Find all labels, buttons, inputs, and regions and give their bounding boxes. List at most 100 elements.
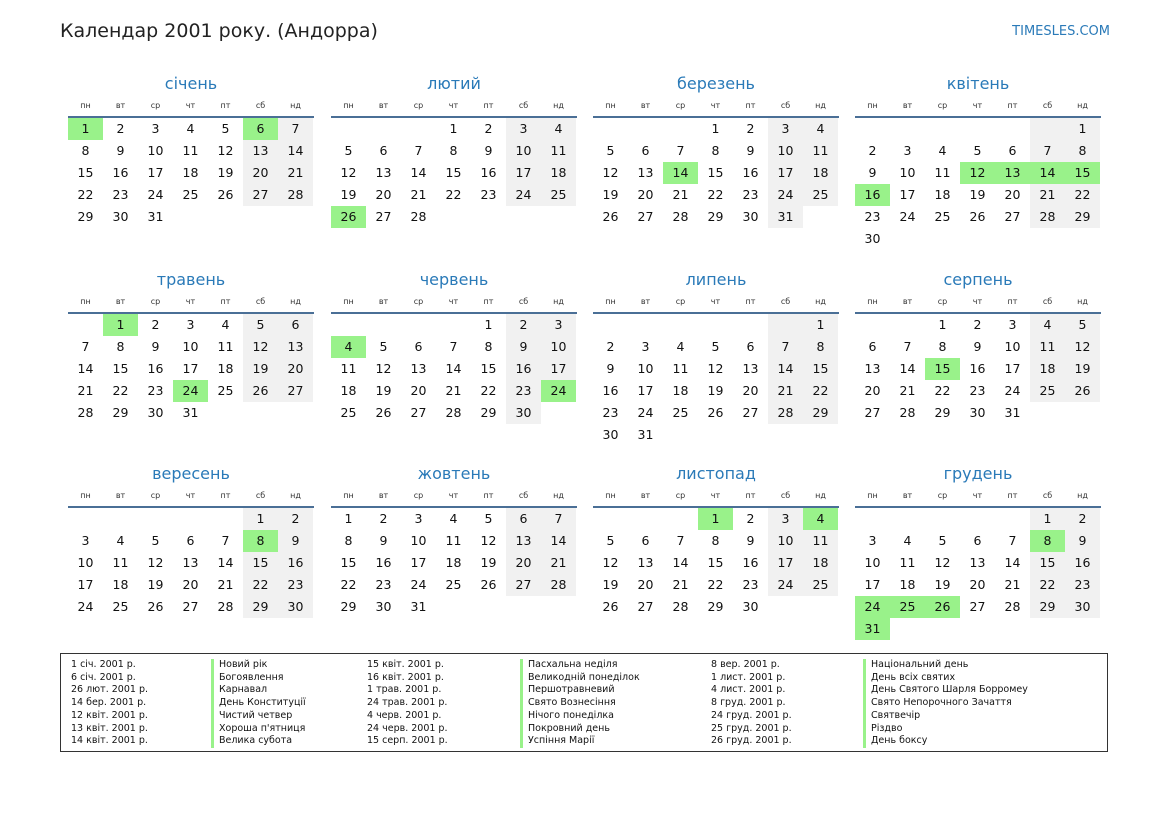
month-1: січень пн вт ср чт пт сб нд 1 2 3 4 5 6 7 8 9 10 11 12 13 14 1…: [68, 74, 314, 228]
month-name: липень: [685, 270, 747, 289]
legend-date: 24 черв. 2001 р.: [367, 722, 448, 734]
empty-cell: [925, 118, 960, 140]
weekday-label: нд: [290, 297, 301, 306]
legend-date: 4 лист. 2001 р.: [711, 684, 786, 696]
day-cell: 31: [182, 405, 199, 420]
week-row: 26 27 28 29 30: [593, 596, 839, 618]
day-cell: 19: [1065, 358, 1100, 380]
day-cell: 14: [1004, 555, 1021, 570]
day-cell: 4: [803, 508, 838, 530]
week-row: 16 17 18 19 20 21 22: [855, 184, 1101, 206]
day-cell: 12: [340, 165, 357, 180]
legend-holiday-name: Пасхальна неділя: [520, 659, 640, 672]
day-cell: 23: [147, 383, 164, 398]
day-cell: 22: [1030, 574, 1065, 596]
week-row: 19 20 21 22 23 24 25: [593, 184, 839, 206]
empty-cell: [890, 618, 925, 640]
empty-cell: [506, 206, 541, 228]
weekday-label: пн: [343, 101, 354, 110]
day-cell: 25: [1030, 380, 1065, 402]
weekday-label: чт: [448, 297, 459, 306]
legend-dates-col-3: 8 вер. 2001 р. 1 лист. 2001 р. 4 лист. 200…: [711, 659, 792, 748]
day-cell: 17: [768, 552, 803, 574]
day-cell: 14: [899, 361, 916, 376]
day-cell: 24: [899, 209, 916, 224]
weekday-label: сб: [780, 491, 791, 500]
day-cell: 16: [602, 383, 619, 398]
day-cell: 22: [480, 383, 497, 398]
day-cell: 1: [711, 121, 720, 136]
day-cell: 19: [217, 165, 234, 180]
empty-cell: [593, 118, 628, 140]
day-cell: 26: [925, 596, 960, 618]
day-cell: 10: [147, 143, 164, 158]
day-cell: 1: [344, 511, 353, 526]
weekday-label: ср: [675, 101, 686, 110]
day-cell: 13: [182, 555, 199, 570]
legend-date: 15 квіт. 2001 р.: [367, 659, 444, 670]
day-cell: 13: [506, 530, 541, 552]
day-cell: 15: [243, 552, 278, 574]
day-cell: 11: [934, 165, 951, 180]
week-row: 8 9 10 11 12 13 14: [331, 530, 577, 552]
day-cell: 27: [1004, 209, 1021, 224]
weekday-label: вт: [378, 491, 389, 500]
month-5: травень пн вт ср чт пт сб нд 1 2 3 4 5 6 7 8 9 10 11 12 13 14…: [68, 270, 314, 424]
day-cell: 16: [1065, 552, 1100, 574]
weekday-label: ср: [675, 297, 686, 306]
week-row: 12 13 14 15 16 17 18: [593, 162, 839, 184]
day-cell: 13: [375, 165, 392, 180]
day-cell: 16: [278, 552, 313, 574]
day-cell: 7: [414, 143, 423, 158]
weekday-label: пт: [220, 297, 231, 306]
day-cell: 2: [1065, 508, 1100, 530]
day-cell: 28: [672, 599, 689, 614]
legend-holiday-name: Великодній понеділок: [520, 671, 640, 685]
weekday-label: ср: [150, 101, 161, 110]
weekday-label: пт: [483, 101, 494, 110]
day-cell: 19: [147, 577, 164, 592]
day-cell: 18: [541, 162, 576, 184]
day-cell: 29: [112, 405, 129, 420]
day-cell: 11: [803, 140, 838, 162]
day-cell: 4: [938, 143, 947, 158]
week-row: 26 27 28 29 30 31: [593, 206, 839, 228]
day-cell: 15: [925, 358, 960, 380]
day-cell: 30: [112, 209, 129, 224]
day-cell: 20: [278, 358, 313, 380]
weekday-label: пт: [483, 297, 494, 306]
site-link[interactable]: TIMESLES.COM: [1012, 24, 1110, 39]
legend-date: 1 січ. 2001 р.: [71, 659, 136, 670]
day-cell: 5: [344, 143, 353, 158]
day-cell: 4: [903, 533, 912, 548]
day-cell: 24: [1004, 383, 1021, 398]
day-cell: 24: [147, 187, 164, 202]
weekday-header: пн вт ср чт пт сб нд: [331, 294, 577, 314]
day-cell: 21: [1004, 577, 1021, 592]
weekday-label: чт: [710, 101, 721, 110]
day-cell: 3: [541, 314, 576, 336]
empty-cell: [698, 314, 733, 336]
day-cell: 27: [182, 599, 199, 614]
day-cell: 21: [77, 383, 94, 398]
day-cell: 26: [969, 209, 986, 224]
day-cell: 24: [173, 380, 208, 402]
day-cell: 25: [541, 184, 576, 206]
day-cell: 16: [506, 358, 541, 380]
week-row: 1: [593, 314, 839, 336]
weekday-header: пн вт ср чт пт сб нд: [855, 294, 1101, 314]
day-cell: 11: [672, 361, 689, 376]
day-cell: 25: [445, 577, 462, 592]
day-cell: 25: [182, 187, 199, 202]
weekday-label: нд: [815, 491, 826, 500]
weekday-label: сб: [255, 297, 266, 306]
day-cell: 17: [506, 162, 541, 184]
week-row: 22 23 24 25 26 27 28: [331, 574, 577, 596]
day-cell: 23: [112, 187, 129, 202]
legend-holiday-name: Новий рік: [211, 659, 306, 672]
day-cell: 3: [414, 511, 423, 526]
day-cell: 7: [676, 143, 685, 158]
weekday-label: вт: [115, 101, 126, 110]
